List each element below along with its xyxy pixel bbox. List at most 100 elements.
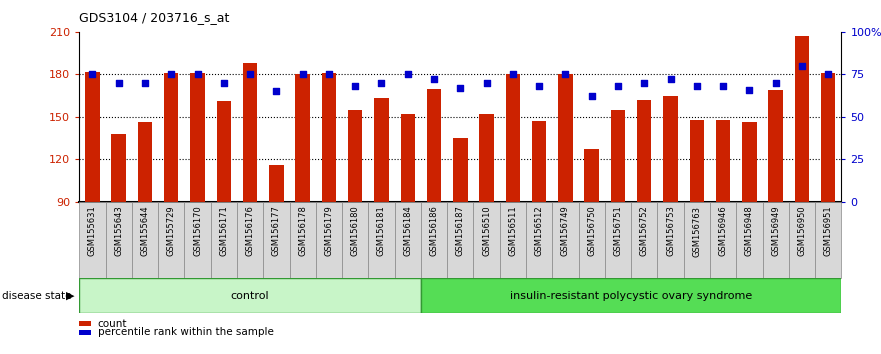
FancyBboxPatch shape	[421, 202, 448, 278]
Text: GSM156171: GSM156171	[219, 206, 228, 256]
Bar	[295, 74, 310, 202]
Bar	[506, 74, 520, 202]
Text: GSM156179: GSM156179	[324, 206, 333, 256]
Point	[795, 63, 809, 69]
Text: GSM156180: GSM156180	[351, 206, 359, 256]
Text: GSM156187: GSM156187	[455, 206, 465, 256]
FancyBboxPatch shape	[237, 202, 263, 278]
Point	[768, 80, 782, 86]
Point	[85, 72, 100, 77]
Point	[427, 76, 441, 82]
Text: GSM156181: GSM156181	[377, 206, 386, 256]
FancyBboxPatch shape	[315, 202, 342, 278]
Bar	[453, 138, 468, 202]
Bar	[690, 120, 704, 202]
FancyBboxPatch shape	[158, 202, 184, 278]
Bar	[348, 110, 362, 202]
Text: percentile rank within the sample: percentile rank within the sample	[98, 327, 274, 337]
Point	[637, 80, 651, 86]
Bar	[584, 149, 599, 202]
FancyBboxPatch shape	[184, 202, 211, 278]
Point	[112, 80, 126, 86]
Point	[821, 72, 835, 77]
Point	[532, 84, 546, 89]
FancyBboxPatch shape	[79, 202, 106, 278]
Bar	[611, 110, 626, 202]
Bar	[768, 90, 783, 202]
Bar	[637, 100, 651, 202]
FancyBboxPatch shape	[211, 202, 237, 278]
Text: GSM156948: GSM156948	[744, 206, 754, 256]
Bar	[716, 120, 730, 202]
Bar	[217, 101, 231, 202]
FancyBboxPatch shape	[788, 202, 815, 278]
FancyBboxPatch shape	[710, 202, 737, 278]
Point	[479, 80, 493, 86]
FancyBboxPatch shape	[579, 202, 605, 278]
Text: GSM156176: GSM156176	[246, 206, 255, 256]
Bar	[190, 73, 204, 202]
FancyBboxPatch shape	[631, 202, 657, 278]
Point	[217, 80, 231, 86]
Text: disease state: disease state	[2, 291, 71, 301]
FancyBboxPatch shape	[421, 278, 841, 313]
Text: GSM156753: GSM156753	[666, 206, 675, 256]
FancyBboxPatch shape	[79, 278, 421, 313]
Point	[138, 80, 152, 86]
Point	[690, 84, 704, 89]
Point	[296, 72, 310, 77]
Text: GSM155729: GSM155729	[167, 206, 176, 256]
Text: GSM156949: GSM156949	[771, 206, 781, 256]
Bar	[137, 122, 152, 202]
Text: GDS3104 / 203716_s_at: GDS3104 / 203716_s_at	[79, 11, 230, 24]
Text: GSM156177: GSM156177	[272, 206, 281, 256]
Bar	[795, 36, 809, 202]
FancyBboxPatch shape	[290, 202, 315, 278]
Text: GSM156186: GSM156186	[430, 206, 439, 256]
FancyBboxPatch shape	[815, 202, 841, 278]
FancyBboxPatch shape	[263, 202, 290, 278]
Bar	[112, 134, 126, 202]
FancyBboxPatch shape	[552, 202, 579, 278]
Text: GSM156752: GSM156752	[640, 206, 648, 256]
Text: GSM156184: GSM156184	[403, 206, 412, 256]
Bar	[164, 73, 179, 202]
Text: GSM156749: GSM156749	[561, 206, 570, 256]
Point	[243, 72, 257, 77]
Text: GSM155643: GSM155643	[115, 206, 123, 256]
Text: GSM156950: GSM156950	[797, 206, 806, 256]
Point	[348, 84, 362, 89]
Text: GSM156512: GSM156512	[535, 206, 544, 256]
FancyBboxPatch shape	[473, 202, 500, 278]
FancyBboxPatch shape	[106, 202, 132, 278]
FancyBboxPatch shape	[763, 202, 788, 278]
Text: GSM155631: GSM155631	[88, 206, 97, 256]
Text: GSM156751: GSM156751	[613, 206, 623, 256]
FancyBboxPatch shape	[395, 202, 421, 278]
Text: control: control	[231, 291, 270, 301]
Bar	[322, 73, 337, 202]
Text: ▶: ▶	[66, 291, 75, 301]
Point	[453, 85, 467, 91]
Bar	[742, 122, 757, 202]
Point	[559, 72, 573, 77]
Bar	[479, 114, 494, 202]
FancyBboxPatch shape	[684, 202, 710, 278]
Point	[401, 72, 415, 77]
FancyBboxPatch shape	[500, 202, 526, 278]
FancyBboxPatch shape	[737, 202, 763, 278]
Point	[585, 93, 599, 99]
Text: GSM155644: GSM155644	[140, 206, 150, 256]
Text: insulin-resistant polycystic ovary syndrome: insulin-resistant polycystic ovary syndr…	[510, 291, 752, 301]
Point	[663, 76, 677, 82]
Bar	[270, 165, 284, 202]
FancyBboxPatch shape	[132, 202, 158, 278]
FancyBboxPatch shape	[342, 202, 368, 278]
Bar	[821, 73, 835, 202]
Bar	[243, 63, 257, 202]
Point	[270, 88, 284, 94]
Bar	[401, 114, 415, 202]
FancyBboxPatch shape	[657, 202, 684, 278]
FancyBboxPatch shape	[448, 202, 473, 278]
Bar	[426, 88, 441, 202]
